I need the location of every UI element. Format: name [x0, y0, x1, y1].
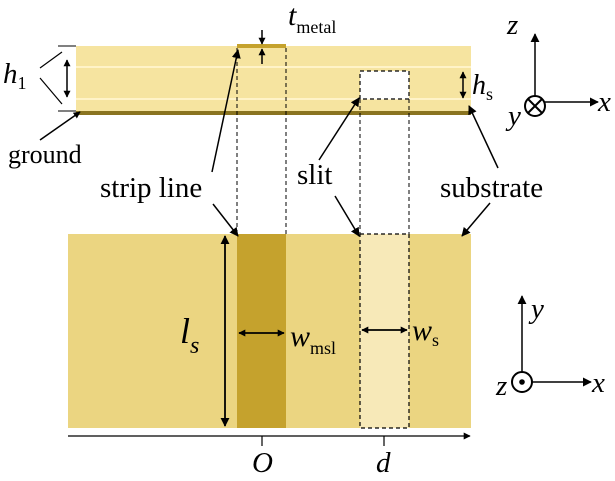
ls-dimension: ls — [180, 235, 230, 427]
projection-lines — [236, 48, 410, 234]
origin-label: O — [252, 447, 273, 479]
substrate-cross-section — [76, 46, 471, 111]
callouts: strip line slit substrate — [100, 49, 543, 237]
hs-label: hs — [472, 70, 493, 104]
slit-label: slit — [297, 159, 332, 191]
t-metal-dimension: tmetal — [258, 0, 336, 64]
axis-x-label: x — [597, 86, 611, 118]
strip-line-top-view — [237, 234, 286, 428]
ws-label: ws — [412, 314, 439, 350]
ground-label: ground — [8, 140, 82, 169]
hs-dimension: hs — [459, 70, 493, 104]
cross-section-view: h1 ground tmetal hs z y x — [3, 0, 611, 169]
h1-dimension: h1 — [3, 45, 76, 112]
strip-line-cross-section — [237, 44, 286, 48]
axis-x-label: x — [591, 367, 605, 399]
t-metal-label: tmetal — [288, 0, 336, 37]
wmsl-dimension: wmsl — [238, 320, 336, 358]
slit-cross-section — [359, 70, 410, 100]
ground-pointer — [39, 111, 81, 141]
axes-xy-z-out-of-page: y z x — [495, 293, 605, 402]
ground-plane — [76, 111, 471, 115]
wmsl-label: wmsl — [290, 320, 336, 358]
axis-y-label: y — [505, 100, 521, 132]
strip-line-label: strip line — [100, 172, 202, 204]
position-axis: O d — [68, 432, 471, 479]
substrate-label: substrate — [440, 172, 543, 204]
axis-z-label: z — [495, 370, 507, 402]
axes-xz-y-into-page: z y x — [505, 9, 611, 132]
d-label: d — [376, 447, 391, 479]
slit-top-view — [359, 233, 410, 429]
ws-dimension: ws — [361, 314, 439, 350]
axis-y-label: y — [528, 293, 544, 325]
ls-label: ls — [180, 311, 199, 359]
axis-z-label: z — [506, 9, 518, 41]
top-view: ls wmsl ws y z x O d — [68, 233, 605, 479]
h1-label: h1 — [3, 58, 27, 93]
